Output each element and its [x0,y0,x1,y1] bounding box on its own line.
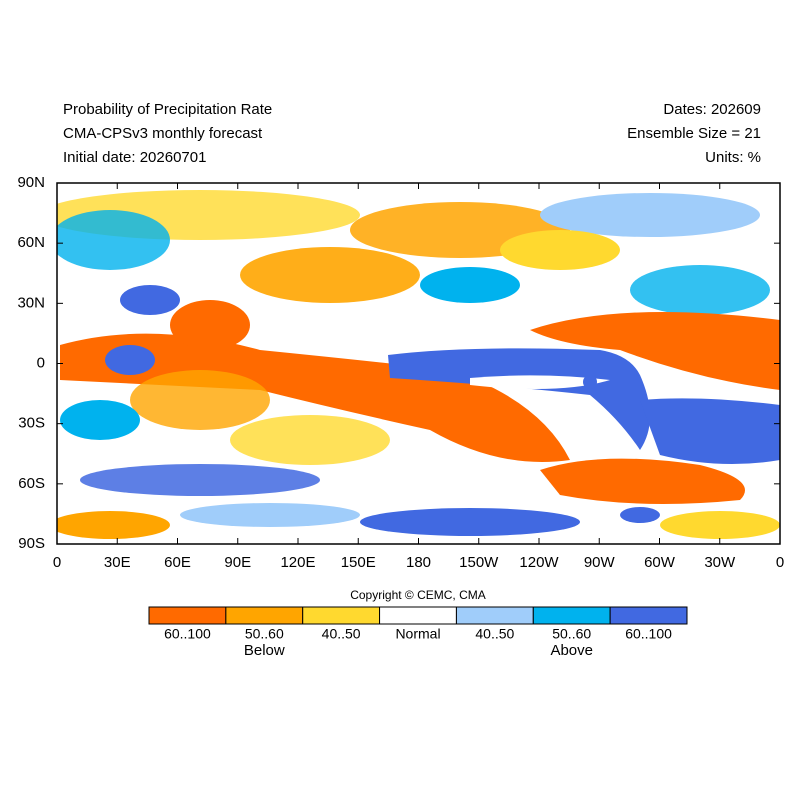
field-patch [640,398,780,464]
legend-below: Below [244,642,285,659]
header-right: Dates: 202609 [663,101,761,118]
x-tick-label: 60W [644,554,676,571]
field-patch [420,267,520,303]
y-tick-label: 30S [18,415,45,432]
field-patch [180,503,360,527]
legend: Copyright © CEMC, CMA 60..100 50..60 40..50… [148,588,688,659]
field-patch [120,285,180,315]
x-tick-label: 0 [776,554,784,571]
y-tick-label: 90N [17,174,45,191]
field-patch [540,458,745,504]
x-tick-label: 30E [104,554,131,571]
field-patch [240,247,420,303]
field-patch [388,348,650,450]
field-patch [530,312,780,390]
legend-swatch [225,606,304,625]
y-tick-label: 60S [18,475,45,492]
field-patch [170,300,250,350]
x-tick-label: 150W [459,554,499,571]
y-tick-label: 0 [37,354,45,371]
field-patch [540,193,760,237]
legend-swatch [455,606,534,625]
header-right: Ensemble Size = 21 [627,125,761,142]
field-patch [500,230,620,270]
x-tick-label: 120W [519,554,559,571]
field-patch [583,375,597,389]
x-tick-label: 180 [406,554,431,571]
header-right: Units: % [705,149,761,166]
field-patch [60,333,570,462]
field-patch [105,345,155,375]
x-tick-label: 0 [53,554,61,571]
field-patch [660,511,780,539]
legend-label: 50..60 [245,626,284,642]
field-patch [360,508,580,536]
map-axes: 0 30E 60E 90E 120E 150E 180 150W 120W 90W 60W 30W 09… [17,174,784,571]
header-left: Initial date: 20260701 [63,149,206,166]
y-tick-label: 60N [17,234,45,251]
header: Probability of Precipitation Rate CMA-CPS… [63,101,761,166]
legend-swatch [302,606,381,625]
legend-label: 40..50 [322,626,361,642]
x-tick-label: 90E [224,554,251,571]
map-field [57,183,780,544]
legend-label: Normal [395,626,440,642]
legend-label: 60..100 [625,626,672,642]
field-patch [130,370,270,430]
field-patch [57,210,170,270]
field-patch [470,375,610,389]
legend-swatch [609,606,688,625]
field-patch [57,511,170,539]
header-left: Probability of Precipitation Rate [63,101,272,118]
legend-label: 50..60 [552,626,591,642]
legend-label: 40..50 [475,626,514,642]
legend-above: Above [550,642,593,659]
x-tick-label: 30W [704,554,736,571]
field-patch [80,464,320,496]
x-tick-label: 90W [584,554,616,571]
x-tick-label: 60E [164,554,191,571]
field-patch [60,400,140,440]
field-patch [230,415,390,465]
legend-swatch [532,606,611,625]
copyright: Copyright © CEMC, CMA [350,588,486,602]
y-tick-label: 30N [17,294,45,311]
y-tick-label: 90S [18,535,45,552]
x-tick-label: 150E [341,554,376,571]
x-tick-label: 120E [280,554,315,571]
field-patch [630,265,770,315]
field-patch [620,507,660,523]
header-left: CMA-CPSv3 monthly forecast [63,125,263,142]
legend-label: 60..100 [164,626,211,642]
legend-swatch [379,606,457,625]
legend-swatch [148,606,227,625]
